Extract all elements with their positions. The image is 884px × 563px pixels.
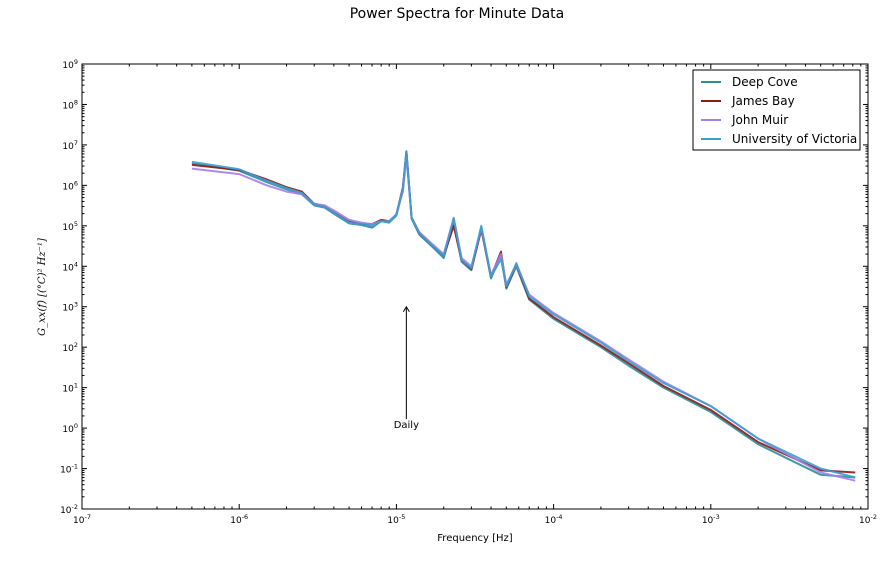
y-axis-label: G_xx(f) [(°C)² Hz⁻¹] [37,238,48,336]
x-tick-label: 10-5 [387,513,405,526]
y-tick-label: 101 [62,382,78,395]
series-layer [191,150,856,482]
legend-label-university-of-victoria: University of Victoria [732,132,857,146]
x-tick-label: 10-2 [859,513,877,526]
x-tick-label: 10-4 [545,513,563,526]
y-axis: 10-2 10-1 100 101 102 103 104 105 106 107 108 109 [60,58,868,516]
x-tick-label: 10-7 [73,513,91,526]
legend: Deep Cove James Bay John Muir University… [692,69,861,151]
x-axis-label: Frequency [Hz] [437,533,513,544]
legend-label-deep-cove: Deep Cove [732,75,798,89]
legend-label-james-bay: James Bay [731,94,795,108]
series-line-john-muir [191,156,856,482]
legend-label-john-muir: John Muir [731,113,788,127]
y-tick-label: 102 [62,341,78,354]
x-tick-label: 10-6 [230,513,248,526]
daily-annotation: Daily [394,305,419,431]
y-tick-label: 108 [62,98,78,111]
y-tick-label: 104 [62,260,78,273]
y-tick-label: 107 [62,139,78,152]
y-tick-label: 103 [62,301,78,314]
annotation-arrow-head [402,305,410,312]
y-tick-label: 10-1 [60,463,78,476]
legend-box [692,69,861,151]
series-line-university-of-victoria [191,150,856,479]
annotation-daily: Daily [394,420,419,431]
y-tick-label: 109 [62,58,78,71]
chart-title: Power Spectra for Minute Data [350,6,565,22]
y-tick-label: 100 [62,422,78,435]
y-tick-label: 106 [62,179,78,192]
x-tick-label: 10-3 [702,513,720,526]
y-tick-label: 10-2 [60,503,78,516]
x-axis: 10-7 10-6 10-5 10-4 10-3 10-2 [73,64,877,526]
y-tick-label: 105 [62,220,78,233]
